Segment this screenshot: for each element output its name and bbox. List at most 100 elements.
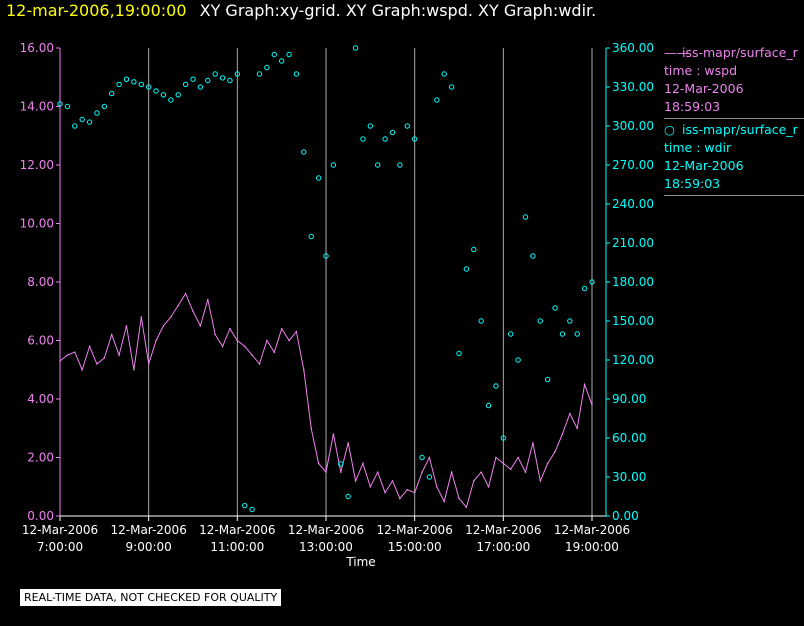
legend-series-time: 18:59:03 bbox=[664, 176, 721, 191]
wdir-point bbox=[330, 162, 337, 168]
y-right-tick-label: 360.00 bbox=[612, 41, 654, 55]
wdir-point bbox=[411, 136, 418, 142]
wdir-point bbox=[123, 76, 130, 82]
wspd-point bbox=[110, 333, 113, 336]
wdir-point bbox=[101, 103, 108, 110]
graph-list-title: XY Graph:xy-grid. XY Graph:wspd. XY Grap… bbox=[199, 1, 597, 20]
x-tick-label: 13:00:00 bbox=[299, 540, 353, 554]
legend-entry-wdir[interactable]: ○ iss-mapr/surface_r time : wdir 12-Mar-2… bbox=[664, 121, 804, 196]
wdir-point bbox=[530, 253, 536, 259]
wdir-series bbox=[57, 45, 595, 513]
wspd-point bbox=[221, 345, 224, 348]
wdir-point bbox=[116, 81, 122, 88]
x-tick-label: 12-Mar-2006 bbox=[110, 523, 186, 537]
wdir-point bbox=[242, 502, 248, 509]
wdir-point bbox=[264, 64, 270, 71]
wdir-point bbox=[574, 331, 580, 337]
wspd-point bbox=[251, 354, 253, 356]
y-right-tick-label: 330.00 bbox=[612, 80, 654, 94]
wdir-point bbox=[485, 402, 492, 409]
wspd-point bbox=[399, 497, 401, 500]
wdir-point bbox=[145, 84, 152, 90]
wdir-point bbox=[182, 81, 189, 88]
wspd-point bbox=[88, 345, 91, 348]
wdir-point bbox=[249, 506, 255, 513]
wspd-point bbox=[554, 450, 556, 453]
wspd-point bbox=[421, 471, 423, 473]
wspd-point bbox=[310, 427, 313, 430]
wspd-point bbox=[524, 471, 527, 473]
wspd-point bbox=[59, 360, 61, 362]
legend-series-name: iss-mapr/surface_r bbox=[682, 45, 798, 60]
wdir-point bbox=[256, 71, 263, 77]
wdir-point bbox=[552, 305, 558, 311]
wdir-point bbox=[205, 77, 211, 84]
wdir-point bbox=[397, 162, 403, 168]
wspd-point bbox=[487, 485, 490, 488]
wspd-point bbox=[480, 471, 482, 473]
wspd-point bbox=[509, 468, 512, 471]
wspd-point bbox=[73, 351, 76, 354]
wspd-point bbox=[384, 491, 386, 494]
wdir-point bbox=[138, 81, 144, 88]
wspd-point bbox=[103, 357, 106, 359]
wdir-point bbox=[308, 233, 314, 240]
wspd-point bbox=[303, 368, 305, 371]
y-right-tick-label: 120.00 bbox=[612, 353, 654, 367]
legend-series-var: time : wdir bbox=[664, 140, 732, 155]
wspd-point bbox=[502, 462, 505, 465]
wspd-point bbox=[125, 325, 128, 327]
wdir-point bbox=[360, 136, 366, 142]
x-tick-label: 7:00:00 bbox=[37, 540, 83, 554]
wdir-point bbox=[500, 435, 507, 441]
x-tick-label: 12-Mar-2006 bbox=[288, 523, 364, 537]
wdir-point bbox=[589, 279, 595, 285]
wspd-point bbox=[288, 339, 290, 342]
wdir-point bbox=[57, 101, 63, 107]
wdir-point bbox=[219, 75, 226, 81]
wdir-point bbox=[581, 285, 588, 292]
wspd-point bbox=[347, 442, 349, 444]
y-left-tick-label: 2.00 bbox=[27, 451, 54, 465]
y-right-tick-label: 270.00 bbox=[612, 158, 654, 172]
wspd-point bbox=[406, 488, 409, 491]
wspd-point bbox=[170, 316, 172, 318]
wspd-point bbox=[413, 491, 416, 494]
wdir-point bbox=[419, 454, 425, 461]
wdir-point bbox=[86, 119, 93, 125]
y-right-tick-label: 60.00 bbox=[612, 431, 646, 445]
circle-symbol-icon: ○ bbox=[664, 122, 675, 137]
y-right-tick-label: 240.00 bbox=[612, 197, 654, 211]
wspd-point bbox=[362, 462, 364, 465]
wspd-point bbox=[162, 325, 165, 327]
wdir-point bbox=[234, 71, 241, 77]
wdir-point bbox=[271, 51, 277, 58]
legend-entry-wspd[interactable]: ——iss-mapr/surface_r time : wspd 12-Mar-… bbox=[664, 44, 804, 119]
wspd-point bbox=[436, 485, 438, 488]
wspd-series bbox=[59, 292, 593, 509]
line-symbol-icon: —— bbox=[664, 45, 689, 60]
wdir-point bbox=[323, 253, 329, 259]
wdir-point bbox=[352, 45, 359, 51]
wspd-point bbox=[236, 339, 239, 342]
wdir-point bbox=[493, 383, 499, 389]
wdir-point bbox=[175, 92, 181, 98]
wdir-point bbox=[160, 92, 167, 98]
wspd-point bbox=[332, 433, 335, 435]
wspd-point bbox=[280, 328, 283, 330]
wspd-point bbox=[258, 363, 261, 365]
wdir-point bbox=[448, 84, 455, 90]
legend-series-var: time : wspd bbox=[664, 63, 738, 78]
wspd-point bbox=[391, 480, 394, 482]
wdir-point bbox=[301, 149, 307, 155]
chart-header: 12-mar-2006,19:00:00 XY Graph:xy-grid. X… bbox=[6, 1, 596, 20]
wspd-point bbox=[583, 383, 586, 386]
plot-timestamp: 12-mar-2006,19:00:00 bbox=[6, 1, 187, 20]
wdir-point bbox=[456, 350, 462, 357]
y-left-tick-label: 6.00 bbox=[27, 334, 54, 348]
wdir-point bbox=[197, 84, 204, 90]
wspd-point bbox=[317, 462, 320, 465]
x-tick-label: 12-Mar-2006 bbox=[376, 523, 452, 537]
y-right-tick-label: 150.00 bbox=[612, 314, 654, 328]
wdir-point bbox=[79, 116, 85, 123]
